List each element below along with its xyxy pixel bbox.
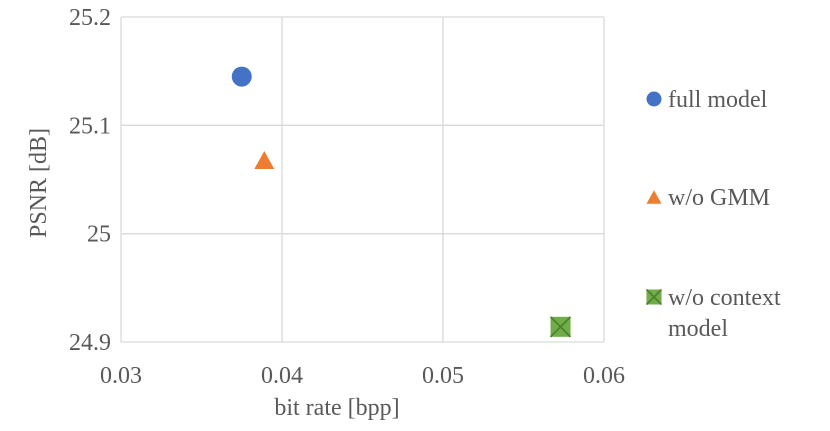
y-tick-label: 25.1 [69, 113, 111, 139]
x-tick-label: 0.05 [422, 363, 464, 389]
x-axis-title: bit rate [bpp] [274, 395, 399, 421]
y-tick-label: 25 [87, 222, 111, 248]
data-point-triangle [254, 151, 275, 169]
grid-lines [120, 16, 605, 343]
legend-label-line: w/o GMM [668, 185, 770, 211]
legend-label-line: model [668, 316, 728, 342]
legend-marker-x-square-icon-cross-b [645, 288, 663, 306]
y-tick-label: 25.2 [69, 5, 111, 31]
tick-labels: 0.03 0.04 0.05 0.06 24.9 25 25.1 25.2 [69, 5, 625, 389]
data-point-x-square [549, 316, 572, 338]
legend-item: w/o context model [645, 285, 781, 342]
legend-label: full model [668, 87, 768, 113]
legend-label-line: w/o context [668, 285, 781, 311]
legend-marker-triangle-icon-shape [646, 190, 662, 204]
legend-label-line: full model [668, 87, 768, 113]
y-tick-label: 24.9 [69, 330, 111, 356]
data-point-triangle-shape [254, 151, 275, 169]
legend-label: w/o GMM [668, 185, 770, 211]
data-points [231, 66, 572, 338]
x-tick-label: 0.06 [583, 363, 625, 389]
legend-marker-circle-icon-shape [646, 91, 662, 107]
y-axis-title: PSNR [dB] [26, 128, 52, 238]
legend: full model w/o GMM w/o context model [645, 87, 781, 342]
legend-marker-triangle-icon [646, 190, 662, 204]
legend-item: full model [646, 87, 768, 113]
data-point-circle-shape [231, 66, 252, 87]
data-point-circle [231, 66, 252, 87]
legend-marker-circle-icon [646, 91, 662, 107]
legend-item: w/o GMM [646, 185, 770, 211]
data-point-x-square-cross-b [549, 316, 572, 338]
x-tick-label: 0.03 [100, 363, 142, 389]
legend-marker-x-square-icon [645, 288, 663, 306]
x-tick-label: 0.04 [261, 363, 303, 389]
legend-label: w/o context model [668, 285, 781, 342]
